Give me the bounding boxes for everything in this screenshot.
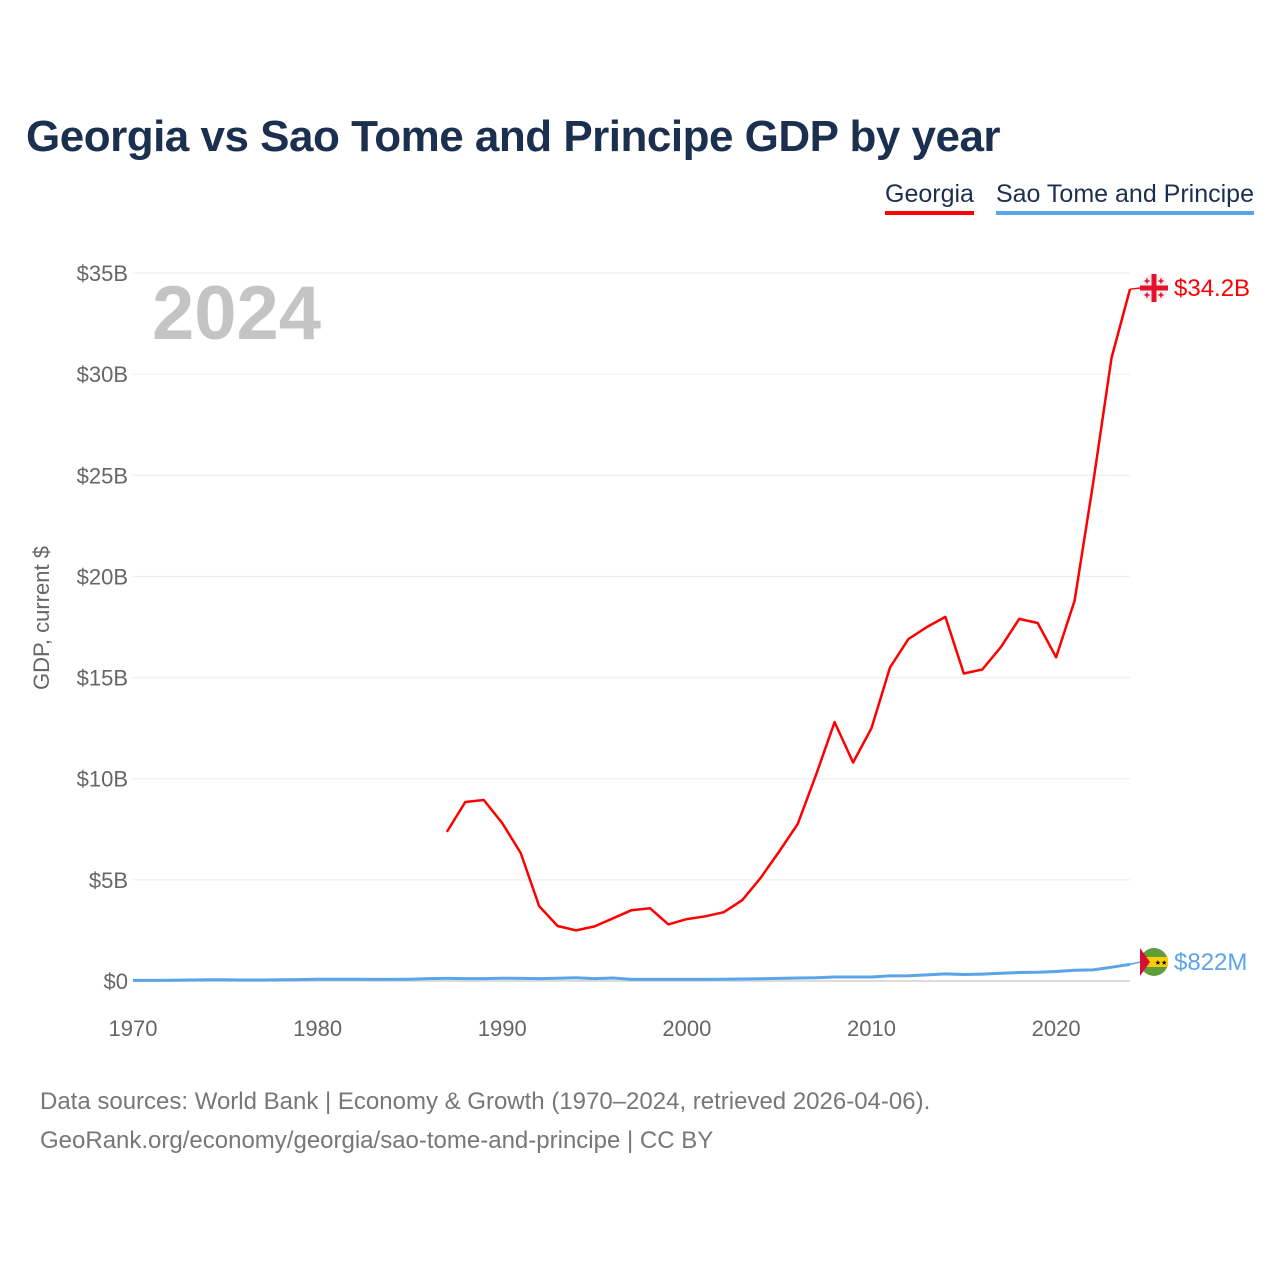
end-value-label: $822M [1174,949,1247,976]
legend-item-sao-tome[interactable]: Sao Tome and Principe [995,180,1254,215]
source-link[interactable]: GeoRank.org/economy/georgia/sao-tome-and… [40,1127,714,1154]
legend-item-georgia[interactable]: Georgia [885,180,974,215]
end-connector [1129,961,1141,966]
current-year-label: 2024 [152,271,322,356]
chart-title: Georgia vs Sao Tome and Principe GDP by … [26,112,1001,161]
x-tick-label: 1990 [478,1016,527,1041]
x-tick-label: 2020 [1032,1016,1081,1041]
sao-tome-flag-icon: ★★ [1140,948,1168,976]
x-tick-label: 2010 [847,1016,896,1041]
y-tick-label: $30B [77,362,128,387]
data-sources: Data sources: World Bank | Economy & Gro… [40,1088,931,1115]
x-tick-label: 2000 [662,1016,711,1041]
end-value-label: $34.2B [1174,275,1250,302]
x-tick-label: 1980 [293,1016,342,1041]
end-connector [1129,287,1141,290]
svg-text:★★: ★★ [1155,959,1168,967]
georgia-flag-icon [1140,274,1168,302]
footer: Data sources: World Bank | Economy & Gro… [40,1082,930,1160]
y-tick-label: $20B [77,564,128,589]
y-tick-label: $5B [89,868,128,893]
series-line-sao-tome [133,962,1131,982]
y-tick-label: $10B [77,767,128,792]
legend: Georgia Sao Tome and Principe [885,180,1254,215]
series-line-georgia [445,288,1132,932]
y-tick-label: $35B [77,261,128,286]
y-tick-label: $25B [77,463,128,488]
y-tick-label: $0 [104,969,128,994]
y-tick-label: $15B [77,666,128,691]
x-tick-label: 1970 [109,1016,158,1041]
